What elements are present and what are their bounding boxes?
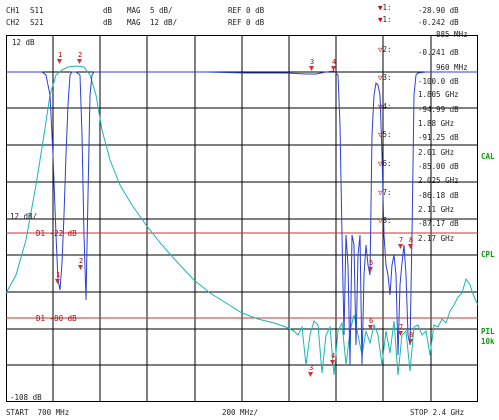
marker-triangles [55, 59, 413, 377]
marker-8-freq: 2.17 GHz [418, 234, 455, 243]
ch1-label: CH1 [6, 6, 20, 15]
limit2-label: D1 -80 dB [36, 314, 77, 323]
svg-text:1: 1 [58, 51, 62, 59]
marker-numbers: 1 2 3 4 1 2 3 4 5 6 7 7 8 8 [56, 51, 413, 372]
marker-triangle-icon: ▽ [378, 73, 383, 82]
top-ref-label: 12 dB [12, 38, 35, 47]
start-freq: START 700 MHz [6, 408, 70, 417]
ch2-ref: REF 0 dB [228, 18, 265, 27]
marker-6-freq: 2.025 GHz [418, 176, 459, 185]
limit1-label: D1 -22 dB [36, 229, 77, 238]
bottom-ref-label: -108 dB [10, 393, 42, 402]
marker-7-value: -86.18 dB [418, 191, 459, 200]
svg-text:8: 8 [409, 236, 413, 244]
ch1-param: S11 [30, 6, 44, 15]
svg-text:1: 1 [56, 271, 60, 279]
marker-triangle-icon: ▽ [378, 159, 383, 168]
grid [6, 35, 478, 402]
svg-text:7: 7 [399, 236, 403, 244]
ch2-mag: MAG [127, 18, 141, 27]
svg-text:6: 6 [369, 317, 373, 325]
marker-2-value: -0.241 dB [418, 48, 459, 57]
svg-text:5: 5 [369, 259, 373, 267]
svg-text:4: 4 [332, 58, 336, 66]
marker-1-s21-value: -0.242 dB [418, 18, 459, 27]
pil-value: 10k [481, 337, 495, 346]
ch2-format: dB [103, 18, 113, 27]
marker-4-value: -94.99 dB [418, 105, 459, 114]
stop-freq: STOP 2.4 GHz [410, 408, 465, 417]
marker-triangle-icon: ▽ [378, 216, 383, 225]
ch1-format: dB [103, 6, 113, 15]
svg-text:7: 7 [399, 323, 403, 331]
cpl-indicator: CPL [481, 250, 495, 259]
marker-triangle-icon: ▽ [378, 130, 383, 139]
marker-triangle-icon: ▽ [378, 102, 383, 111]
svg-text:8: 8 [409, 331, 413, 339]
marker-2-freq: 960 MHz [436, 63, 468, 72]
svg-text:4: 4 [331, 352, 335, 360]
ch1-mag: MAG [127, 6, 141, 15]
pil-indicator: PIL [481, 327, 495, 336]
ch1-scale: 5 dB/ [150, 6, 173, 15]
ch2-scale: 12 dB/ [150, 18, 178, 27]
ch1-ref: REF 0 dB [228, 6, 265, 15]
marker-4-freq: 1.88 GHz [418, 119, 455, 128]
ch2-label: CH2 [6, 18, 20, 27]
marker-1-s11-value: -28.90 dB [418, 6, 459, 15]
ch2-scale-label: 12 dB/ [10, 212, 38, 221]
marker-triangle-icon: ▼ [378, 3, 383, 12]
marker-5-freq: 2.01 GHz [418, 148, 455, 157]
svg-text:2: 2 [79, 257, 83, 265]
marker-3-freq: 1.805 GHz [418, 90, 459, 99]
cal-indicator: CAL [481, 152, 495, 161]
marker-triangle-icon: ▽ [378, 45, 383, 54]
marker-triangle-icon: ▽ [378, 188, 383, 197]
marker-5-value: -91.25 dB [418, 133, 459, 142]
marker-1-freq: 885 MHz [436, 30, 468, 39]
ch2-param: S21 [30, 18, 44, 27]
marker-7-freq: 2.11 GHz [418, 205, 455, 214]
marker-8-value: -87.17 dB [418, 219, 459, 228]
trace-plot: 1 2 3 4 1 2 3 4 5 6 7 7 8 8 [6, 35, 478, 402]
s11-trace [6, 70, 478, 366]
marker-3-value: -100.0 dB [418, 77, 459, 86]
svg-text:2: 2 [78, 51, 82, 59]
span-per-div: 200 MHz/ [222, 408, 259, 417]
marker-6-value: -85.00 dB [418, 162, 459, 171]
svg-text:3: 3 [309, 364, 313, 372]
svg-text:3: 3 [310, 58, 314, 66]
marker-triangle-icon: ▼ [378, 15, 383, 24]
s21-trace [6, 65, 478, 376]
